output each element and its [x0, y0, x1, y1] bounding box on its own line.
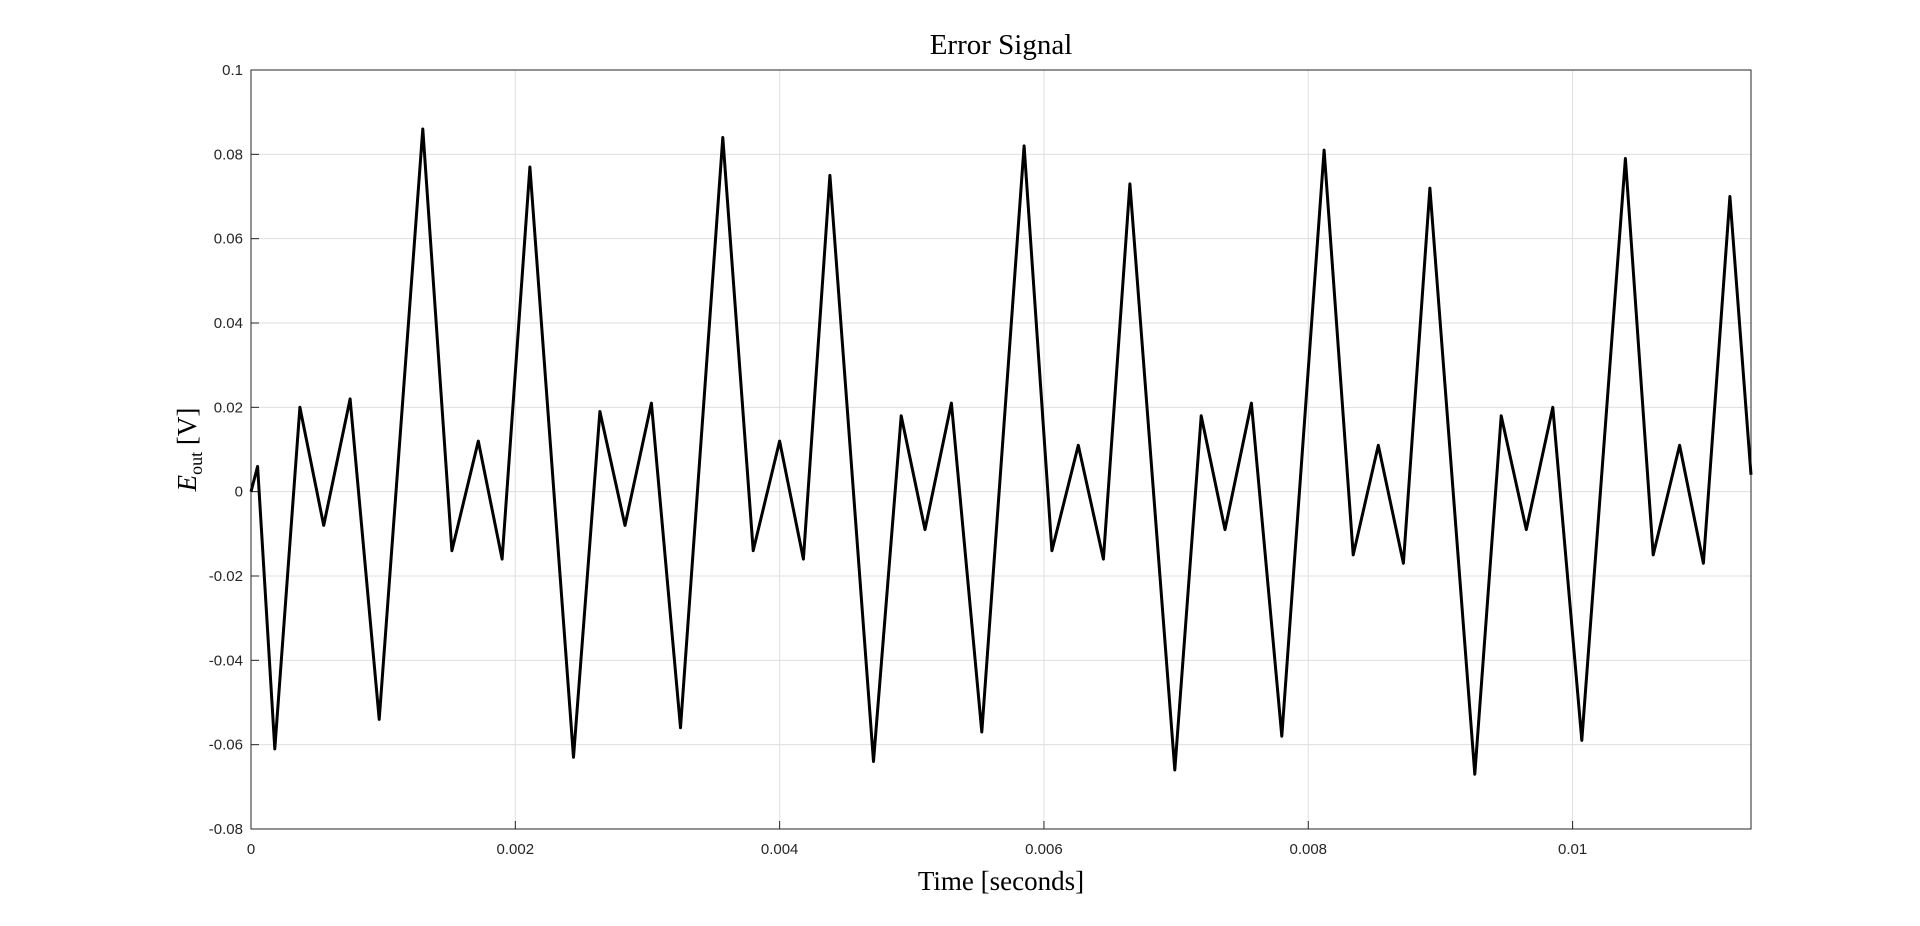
y-axis-label-subscript: out: [186, 452, 206, 475]
grid-lines: [250, 69, 1751, 830]
y-tick-label: 0.02: [214, 399, 243, 416]
x-tick-label: 0.002: [497, 841, 535, 858]
axis-ticks: 0 0.002 0.004 0.006 0.008 0.01 -0.08 -0.06 -0.04…: [209, 62, 1587, 858]
x-axis-label: Time [seconds]: [918, 866, 1084, 896]
y-tick-label: 0.1: [222, 62, 243, 79]
x-tick-label: 0: [247, 841, 255, 858]
y-tick-label: 0.06: [214, 231, 243, 248]
y-axis-label-symbol: E: [172, 474, 202, 492]
x-tick-label: 0.006: [1025, 841, 1063, 858]
error-signal-line: [249, 127, 1753, 776]
y-axis-label: Eout [V]: [172, 408, 206, 493]
y-tick-label: -0.02: [209, 568, 243, 585]
chart-title: Error Signal: [930, 29, 1073, 61]
x-tick-label: 0.008: [1289, 841, 1327, 858]
y-tick-label: 0.08: [214, 146, 243, 163]
y-tick-label: -0.04: [209, 652, 243, 669]
y-tick-label: 0: [235, 484, 243, 501]
x-tick-label: 0.01: [1558, 841, 1587, 858]
y-tick-label: -0.08: [209, 821, 243, 838]
y-tick-label: -0.06: [209, 737, 243, 754]
x-tick-label: 0.004: [761, 841, 799, 858]
y-tick-label: 0.04: [214, 315, 243, 332]
plot-area: [250, 69, 1752, 830]
y-axis-label-unit: [V]: [172, 408, 202, 452]
